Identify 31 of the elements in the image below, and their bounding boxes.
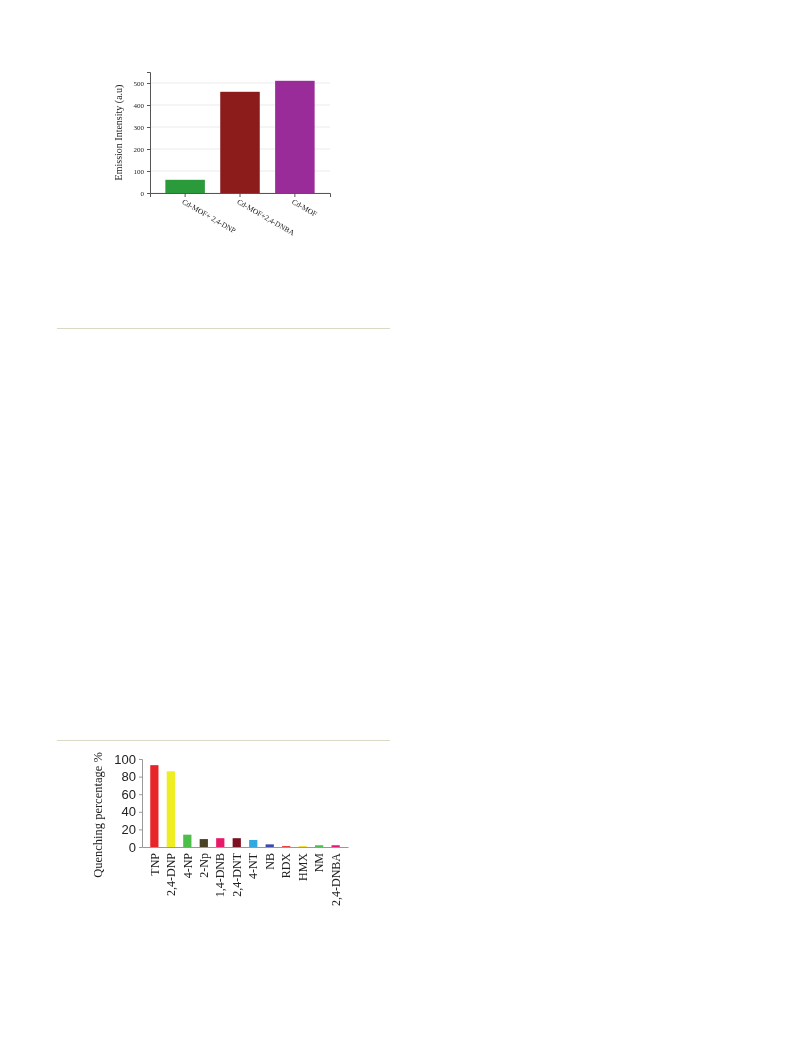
y-tick-label: 80 — [121, 769, 136, 785]
bar — [249, 839, 258, 847]
bar — [275, 80, 315, 193]
y-axis-title: Quenching percentage % — [91, 752, 105, 878]
bar — [220, 91, 260, 193]
x-tick-label: NB — [262, 853, 277, 870]
bar — [232, 838, 241, 847]
y-tick-label: 20 — [121, 822, 136, 838]
y-tick-label: 100 — [114, 751, 136, 767]
x-tick-label: 2,4-DNBA — [328, 852, 343, 906]
bar — [150, 765, 159, 847]
y-axis-title: Emission Intensity (a.u) — [113, 84, 125, 181]
x-tick-label: RDX — [279, 852, 294, 879]
x-tick-label: 4-NP — [180, 852, 195, 879]
x-tick-label: 2,4-DNT — [229, 852, 244, 897]
x-tick-label: NM — [312, 852, 327, 873]
x-tick-label: HMX — [295, 852, 310, 882]
bar — [216, 838, 225, 847]
y-tick-label: 0 — [128, 839, 136, 855]
x-tick-label: TNP — [147, 852, 162, 876]
x-tick-label: 2,4-DNP — [164, 852, 179, 897]
bar — [265, 844, 274, 847]
bar — [199, 839, 208, 847]
x-tick-label: 4-NT — [246, 852, 261, 879]
x-tick-label: 2-Np — [197, 853, 211, 878]
bar — [183, 834, 192, 847]
y-tick-label: 40 — [121, 804, 136, 820]
x-tick-label: 1,4-DNB — [213, 853, 228, 898]
y-tick-label: 60 — [121, 786, 136, 802]
bar — [165, 179, 205, 193]
bar — [166, 771, 175, 847]
